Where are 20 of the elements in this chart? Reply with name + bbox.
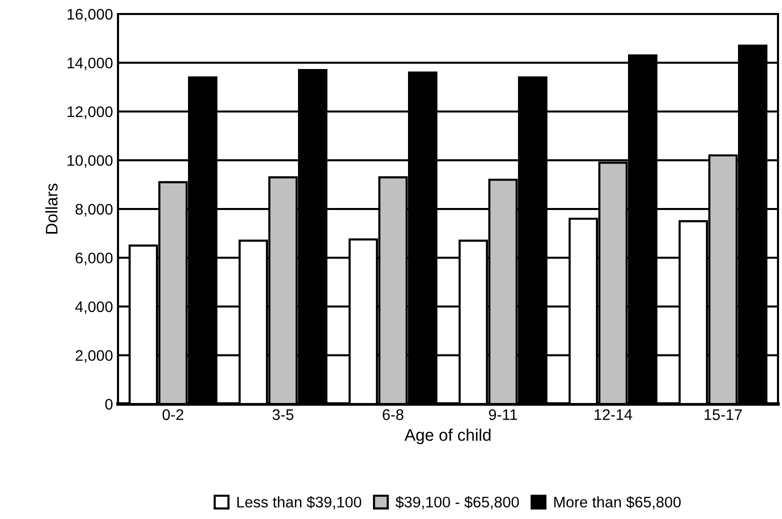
x-tick-label: 0-2 <box>162 409 184 420</box>
legend-label: Less than $39,100 <box>237 496 362 510</box>
y-axis-title: Dollars <box>45 184 58 234</box>
x-axis-title: Age of child <box>404 428 490 444</box>
y-tick-label: 6,000 <box>76 252 113 266</box>
y-tick-label: 10,000 <box>68 155 113 168</box>
y-tick-label: 8,000 <box>76 204 113 216</box>
y-tick-label: 0 <box>105 398 113 410</box>
y-tick-label: 2,000 <box>76 350 113 363</box>
y-tick-label: 12,000 <box>68 106 113 119</box>
legend-label: $39,100 - $65,800 <box>396 496 519 510</box>
legend-label: More than $65,800 <box>554 496 681 510</box>
x-tick-label: 15-17 <box>704 409 742 420</box>
y-tick-label: 14,000 <box>68 58 113 70</box>
x-tick-label: 3-5 <box>272 409 294 420</box>
y-tick-label: 16,000 <box>68 8 113 22</box>
x-tick-label: 9-11 <box>488 409 517 420</box>
y-tick-label: 4,000 <box>75 301 113 314</box>
x-tick-label: 6-8 <box>382 409 404 420</box>
x-tick-label: 12-14 <box>594 409 632 420</box>
